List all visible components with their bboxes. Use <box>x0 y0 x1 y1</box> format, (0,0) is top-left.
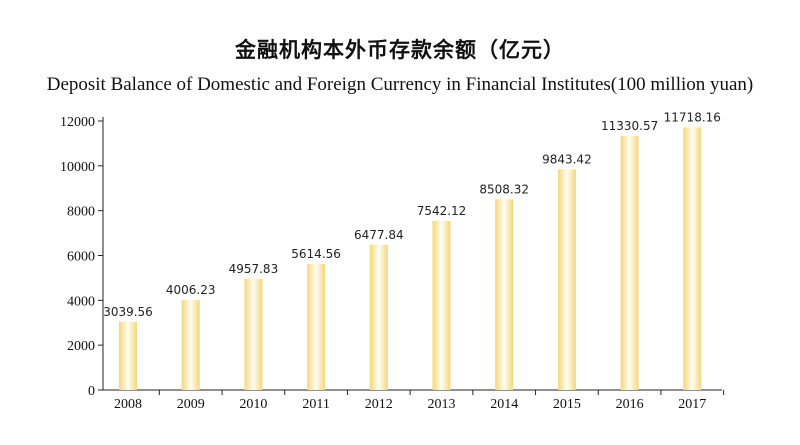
x-tick-label-2008: 2008 <box>114 397 142 412</box>
data-label-2008: 3039.56 <box>103 305 153 319</box>
bars <box>119 127 702 390</box>
y-tick-label: 2000 <box>67 339 95 354</box>
x-axis: 2008 2009 2010 2011 2012 2013 2014 2015 2016 2017 <box>103 389 725 412</box>
bar-2017 <box>683 127 702 390</box>
data-label-2009: 4006.23 <box>166 283 216 297</box>
bar-2009 <box>181 300 200 390</box>
y-axis: 0 2000 4000 6000 8000 10000 12000 <box>60 115 104 399</box>
bar-2014 <box>495 199 514 390</box>
y-tick-label: 8000 <box>67 205 95 220</box>
x-tick-label-2014: 2014 <box>490 397 518 412</box>
bar-2016 <box>620 136 639 390</box>
x-tick-label-2017: 2017 <box>678 397 706 412</box>
chart-title: 金融机构本外币存款余额（亿元） <box>235 38 565 62</box>
data-label-2014: 8508.32 <box>479 182 529 196</box>
y-tick-label: 10000 <box>60 160 95 175</box>
data-label-2016: 11330.57 <box>601 119 658 133</box>
x-tick-label-2010: 2010 <box>239 397 267 412</box>
bar-2010 <box>244 278 263 390</box>
data-labels: 3039.56 4006.23 4957.83 5614.56 6477.84 7542.… <box>103 110 721 319</box>
x-tick-label-2015: 2015 <box>553 397 581 412</box>
x-tick-label-2012: 2012 <box>365 397 393 412</box>
data-label-2017: 11718.16 <box>664 110 721 124</box>
data-label-2012: 6477.84 <box>354 228 404 242</box>
bar-2008 <box>119 321 137 390</box>
x-tick-label-2016: 2016 <box>616 397 644 412</box>
y-tick-label: 6000 <box>67 250 95 265</box>
x-tick-label-2011: 2011 <box>302 397 329 412</box>
bar-2011 <box>307 264 326 390</box>
y-tick-label: 4000 <box>67 294 95 309</box>
x-tick-label-2013: 2013 <box>428 397 456 412</box>
bar-2012 <box>369 244 388 390</box>
chart-subtitle: Deposit Balance of Domestic and Foreign … <box>46 74 754 95</box>
bar-2015 <box>557 169 576 390</box>
y-tick-label: 0 <box>88 384 95 399</box>
bar-2013 <box>432 220 451 390</box>
data-label-2013: 7542.12 <box>417 204 467 218</box>
y-tick-label: 12000 <box>60 115 95 130</box>
data-label-2011: 5614.56 <box>291 247 341 261</box>
data-label-2015: 9843.42 <box>542 152 592 166</box>
data-label-2010: 4957.83 <box>229 262 279 276</box>
x-tick-label-2009: 2009 <box>177 397 205 412</box>
